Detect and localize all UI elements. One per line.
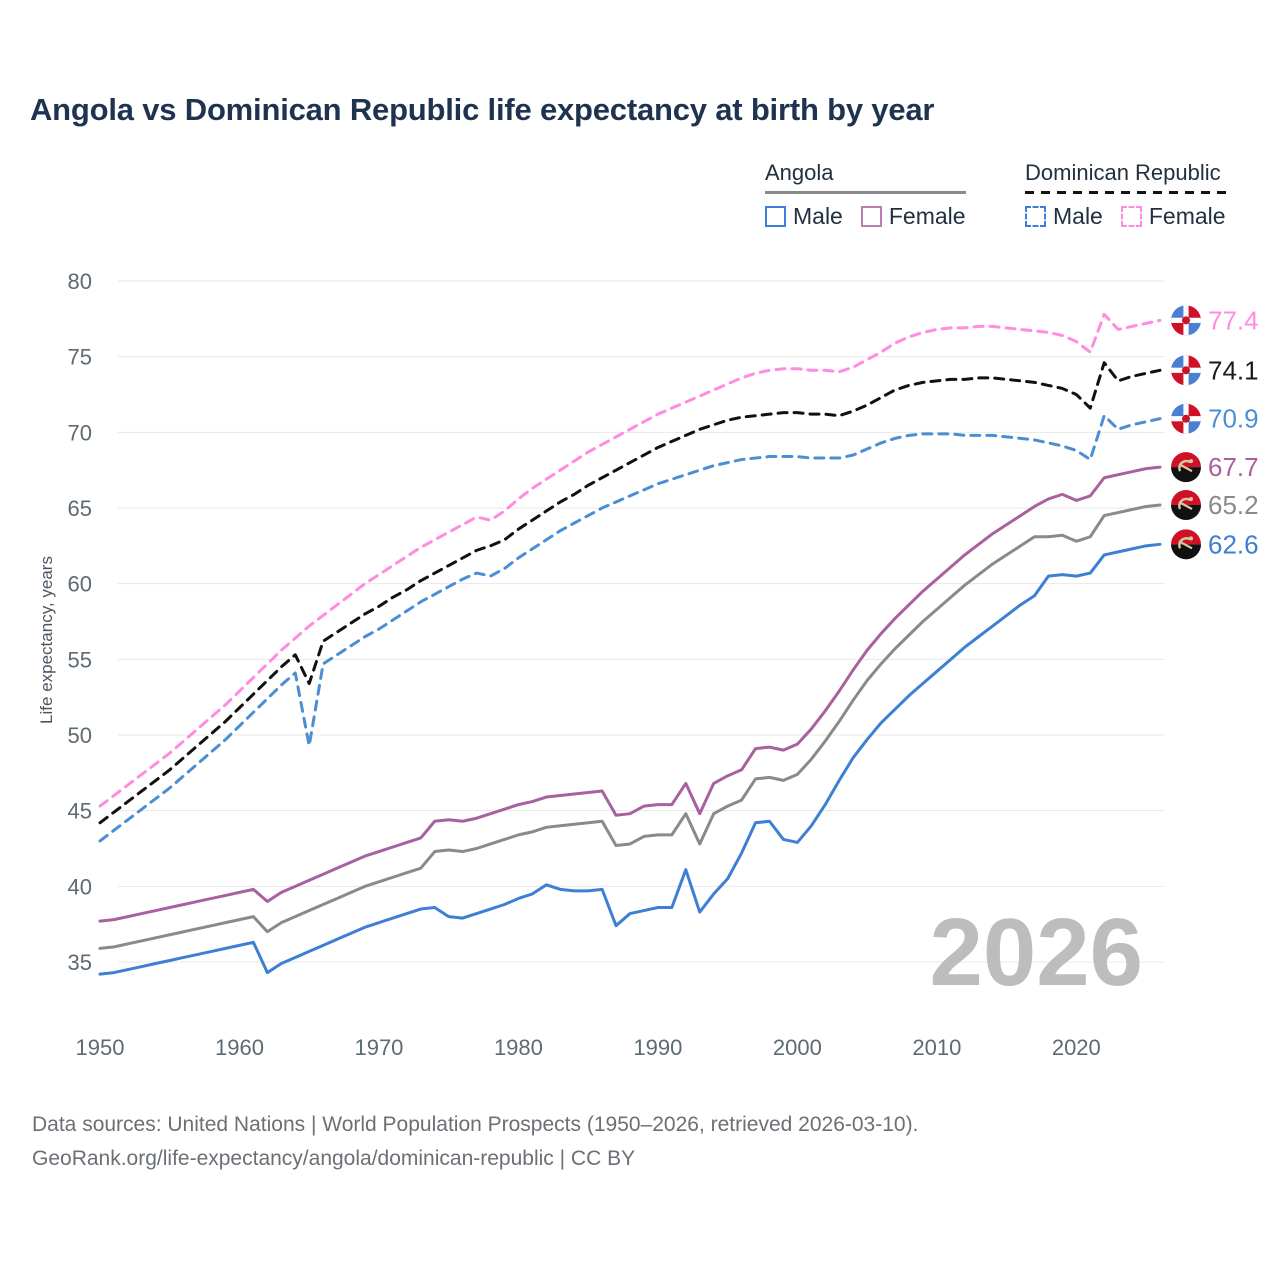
legend-swatch-angola-female: [860, 206, 882, 227]
x-tick-label: 1980: [494, 1035, 543, 1060]
legend-label-angola-male: Male: [793, 203, 843, 229]
legend-item-dr-female[interactable]: Female: [1120, 203, 1226, 230]
x-tick-label: 2000: [773, 1035, 822, 1060]
y-tick-label: 55: [68, 647, 92, 672]
legend-rule-dominican-republic: [1025, 191, 1226, 194]
angola-flag-icon: [1171, 452, 1201, 483]
angola-flag-icon: [1171, 489, 1201, 520]
end-value-label: 62.6: [1208, 529, 1259, 559]
legend-item-dr-male[interactable]: Male: [1025, 203, 1103, 230]
end-value-label: 65.2: [1208, 490, 1259, 520]
y-axis-ticks: 35 40 45 50 55 60 65 70 75 80: [68, 269, 92, 975]
y-axis-title: Life expectancy, years: [37, 556, 56, 724]
y-tick-label: 40: [68, 874, 92, 899]
y-tick-label: 60: [68, 572, 92, 597]
series-line-dominican-republic-male: [98, 414, 1162, 843]
footer-attribution: GeoRank.org/life-expectancy/angola/domin…: [32, 1147, 636, 1170]
legend-swatch-angola-male: [765, 206, 786, 227]
legend-country-angola: Angola: [765, 160, 834, 185]
series-line-angola-female: [98, 465, 1162, 923]
x-tick-label: 1950: [76, 1035, 125, 1060]
y-tick-label: 65: [68, 496, 92, 521]
series-line-angola-total: [98, 503, 1162, 950]
y-tick-label: 35: [68, 950, 92, 975]
x-tick-label: 1990: [633, 1035, 682, 1060]
dominican-republic-flag-icon: [1171, 403, 1201, 434]
x-tick-label: 2010: [912, 1035, 961, 1060]
x-tick-label: 1960: [215, 1035, 264, 1060]
footer-data-sources: Data sources: United Nations | World Pop…: [32, 1113, 919, 1136]
y-tick-label: 45: [68, 799, 92, 824]
angola-flag-icon: [1171, 529, 1201, 560]
y-tick-label: 50: [68, 723, 92, 748]
legend-label-dr-female: Female: [1148, 203, 1226, 229]
legend-item-angola-male[interactable]: Male: [765, 203, 843, 230]
end-markers: 77.4 74.1 70.9 67.7 65.2 62.6: [1171, 305, 1259, 560]
end-value-label: 74.1: [1208, 355, 1259, 385]
series-line-angola-male: [98, 542, 1162, 976]
line-chart: 35 40 45 50 55 60 65 70 75 80 1950 1960 1970 1980 199…: [37, 269, 1259, 1060]
page-title: Angola vs Dominican Republic life expect…: [30, 92, 935, 127]
legend-group-angola: Angola Male Female: [765, 160, 966, 230]
year-watermark: 2026: [929, 899, 1143, 1006]
dominican-republic-flag-icon: [1171, 355, 1201, 386]
legend-label-dr-male: Male: [1053, 203, 1103, 229]
legend-swatch-dr-male: [1025, 206, 1046, 227]
end-value-label: 70.9: [1208, 404, 1259, 434]
series-line-dominican-republic-female: [98, 312, 1162, 808]
dominican-republic-flag-icon: [1171, 305, 1201, 336]
chart-legend: Angola Male Female Dominican Republic Ma: [760, 160, 1260, 240]
legend-group-dominican-republic: Dominican Republic Male Female: [1025, 160, 1226, 230]
grid-lines: [118, 280, 1165, 963]
y-tick-label: 70: [68, 420, 92, 445]
legend-rule-angola: [765, 191, 966, 194]
legend-swatch-dr-female: [1120, 206, 1142, 227]
y-tick-label: 80: [68, 269, 92, 294]
legend-item-angola-female[interactable]: Female: [860, 203, 966, 230]
series-line-dominican-republic-total: [98, 361, 1162, 825]
end-value-label: 77.4: [1208, 305, 1259, 335]
end-value-label: 67.7: [1208, 452, 1259, 482]
footer: Data sources: United Nations | World Pop…: [32, 1108, 918, 1176]
x-tick-label: 2020: [1052, 1035, 1101, 1060]
x-axis-ticks: 1950 1960 1970 1980 1990 2000 2010 2020: [76, 1035, 1101, 1060]
series-lines: [98, 312, 1162, 976]
legend-country-dominican-republic: Dominican Republic: [1025, 160, 1221, 185]
y-tick-label: 75: [68, 345, 92, 370]
x-tick-label: 1970: [354, 1035, 403, 1060]
legend-label-angola-female: Female: [888, 203, 966, 229]
